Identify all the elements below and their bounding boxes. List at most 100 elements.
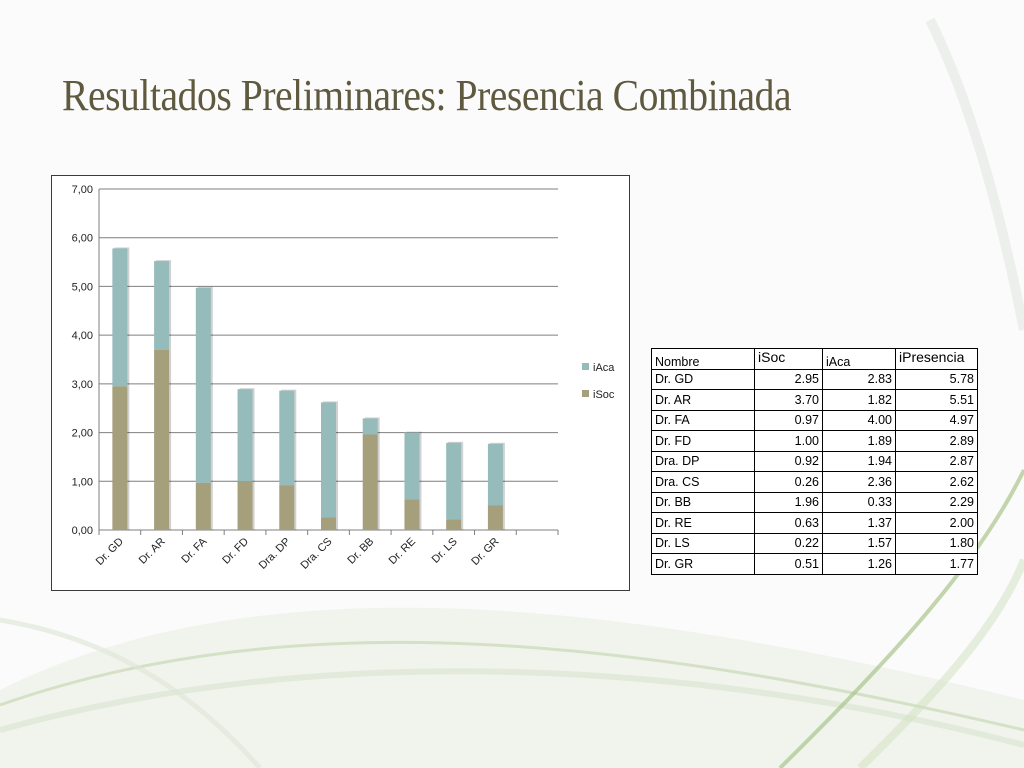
bar-iaca [321, 402, 336, 518]
y-tick-label: 6,00 [72, 233, 93, 245]
stacked-bar-chart: 0,00 1,00 2,00 3,00 4,00 5,00 6,00 7,00 Dr. GD Dr… [51, 175, 630, 591]
cell-value: 0.51 [754, 553, 823, 575]
cell-value: 2.89 [895, 430, 978, 452]
cell-nombre: Dr. LS [651, 532, 755, 554]
slide-title: Resultados Preliminares: Presencia Combi… [62, 71, 792, 120]
cell-nombre: Dra. CS [651, 471, 755, 493]
cell-nombre: Dr. AR [651, 389, 755, 411]
cell-value: 2.29 [895, 491, 978, 513]
results-table: Nombre iSoc iAca iPresencia Dr. GD 2.95 2.… [651, 348, 978, 575]
bar-isoc [446, 519, 462, 530]
cell-value: 1.00 [754, 430, 823, 452]
table-row: Dr. LS 0.22 1.57 1.80 [651, 532, 978, 554]
bar-iaca [237, 389, 253, 482]
bar-iaca [279, 390, 295, 486]
x-tick-label: Dr. FD [220, 536, 251, 567]
cell-value: 2.36 [822, 471, 896, 493]
x-tick-label: Dra. DP [257, 536, 293, 572]
x-tick-label: Dr. AR [137, 536, 168, 567]
bar-iaca [446, 442, 462, 520]
bar-isoc [487, 505, 503, 530]
cell-value: 4.00 [822, 409, 896, 431]
cell-nombre: Dr. BB [651, 491, 755, 513]
x-tick-label: Dr. LS [430, 536, 460, 566]
y-tick-label: 4,00 [72, 330, 93, 342]
bar-iaca [404, 432, 420, 500]
cell-nombre: Dr. GD [651, 368, 755, 390]
table-row: Dra. DP 0.92 1.94 2.87 [651, 450, 978, 472]
legend-label: iSoc [593, 389, 615, 401]
x-tick-label: Dr. FA [179, 535, 210, 566]
table-row: Dr. AR 3.70 1.82 5.51 [651, 389, 978, 411]
cell-value: 2.95 [754, 368, 823, 390]
cell-nombre: Dr. FD [651, 430, 755, 452]
bar-iaca [112, 248, 128, 387]
bar-iaca [154, 261, 170, 350]
cell-value: 2.83 [822, 368, 896, 390]
cell-value: 0.92 [754, 450, 823, 472]
bar-iaca [487, 443, 503, 506]
table-row: Dr. FD 1.00 1.89 2.89 [651, 430, 978, 452]
legend-swatch-isoc [582, 390, 589, 397]
bar-isoc [362, 434, 378, 530]
bar-iaca [195, 287, 211, 483]
cell-value: 2.62 [895, 471, 978, 493]
x-tick-label: Dr. GR [469, 536, 501, 568]
table-row: Dra. CS 0.26 2.36 2.62 [651, 471, 978, 493]
bar-isoc [321, 517, 336, 530]
cell-value: 1.80 [895, 532, 978, 554]
y-tick-label: 5,00 [72, 281, 93, 293]
cell-value: 0.63 [754, 512, 823, 534]
table-row: Dr. FA 0.97 4.00 4.97 [651, 409, 978, 431]
y-tick-label: 2,00 [72, 428, 93, 440]
table-row: Dr. BB 1.96 0.33 2.29 [651, 491, 978, 513]
header-iaca: iAca [822, 348, 896, 370]
cell-value: 1.82 [822, 389, 896, 411]
legend-swatch-iaca [582, 363, 589, 370]
cell-value: 1.57 [822, 532, 896, 554]
cell-value: 1.94 [822, 450, 896, 472]
bar-isoc [154, 349, 170, 530]
cell-value: 5.78 [895, 368, 978, 390]
cell-value: 0.97 [754, 409, 823, 431]
bar-isoc [279, 485, 295, 530]
header-ipresencia: iPresencia [895, 348, 978, 370]
cell-value: 1.77 [895, 553, 978, 575]
cell-value: 2.87 [895, 450, 978, 472]
table-header-row: Nombre iSoc iAca iPresencia [651, 348, 978, 370]
cell-value: 0.33 [822, 491, 896, 513]
table-row: Dr. GD 2.95 2.83 5.78 [651, 368, 978, 390]
bar-isoc [404, 499, 420, 530]
bar-isoc [112, 386, 128, 530]
x-tick-label: Dr. BB [345, 536, 376, 567]
x-tick-label: Dr. GD [94, 536, 126, 568]
cell-value: 0.22 [754, 532, 823, 554]
table-row: Dr. RE 0.63 1.37 2.00 [651, 512, 978, 534]
cell-value: 0.26 [754, 471, 823, 493]
cell-value: 4.97 [895, 409, 978, 431]
cell-nombre: Dr. RE [651, 512, 755, 534]
cell-nombre: Dr. GR [651, 553, 755, 575]
cell-value: 5.51 [895, 389, 978, 411]
x-tick-label: Dr. RE [387, 536, 418, 567]
y-tick-label: 0,00 [72, 525, 93, 537]
cell-value: 1.96 [754, 491, 823, 513]
y-tick-label: 7,00 [72, 184, 93, 196]
bar-isoc [237, 481, 253, 530]
cell-nombre: Dra. DP [651, 450, 755, 472]
header-nombre: Nombre [651, 348, 755, 370]
cell-nombre: Dr. FA [651, 409, 755, 431]
cell-value: 1.37 [822, 512, 896, 534]
cell-value: 1.89 [822, 430, 896, 452]
x-tick-label: Dra. CS [298, 536, 334, 572]
legend-label: iAca [593, 362, 615, 374]
cell-value: 1.26 [822, 553, 896, 575]
y-tick-label: 1,00 [72, 476, 93, 488]
table-row: Dr. GR 0.51 1.26 1.77 [651, 553, 978, 575]
cell-value: 3.70 [754, 389, 823, 411]
header-isoc: iSoc [754, 348, 823, 370]
bar-iaca [362, 418, 378, 435]
cell-value: 2.00 [895, 512, 978, 534]
chart-canvas: 0,00 1,00 2,00 3,00 4,00 5,00 6,00 7,00 Dr. GD Dr… [72, 184, 616, 572]
